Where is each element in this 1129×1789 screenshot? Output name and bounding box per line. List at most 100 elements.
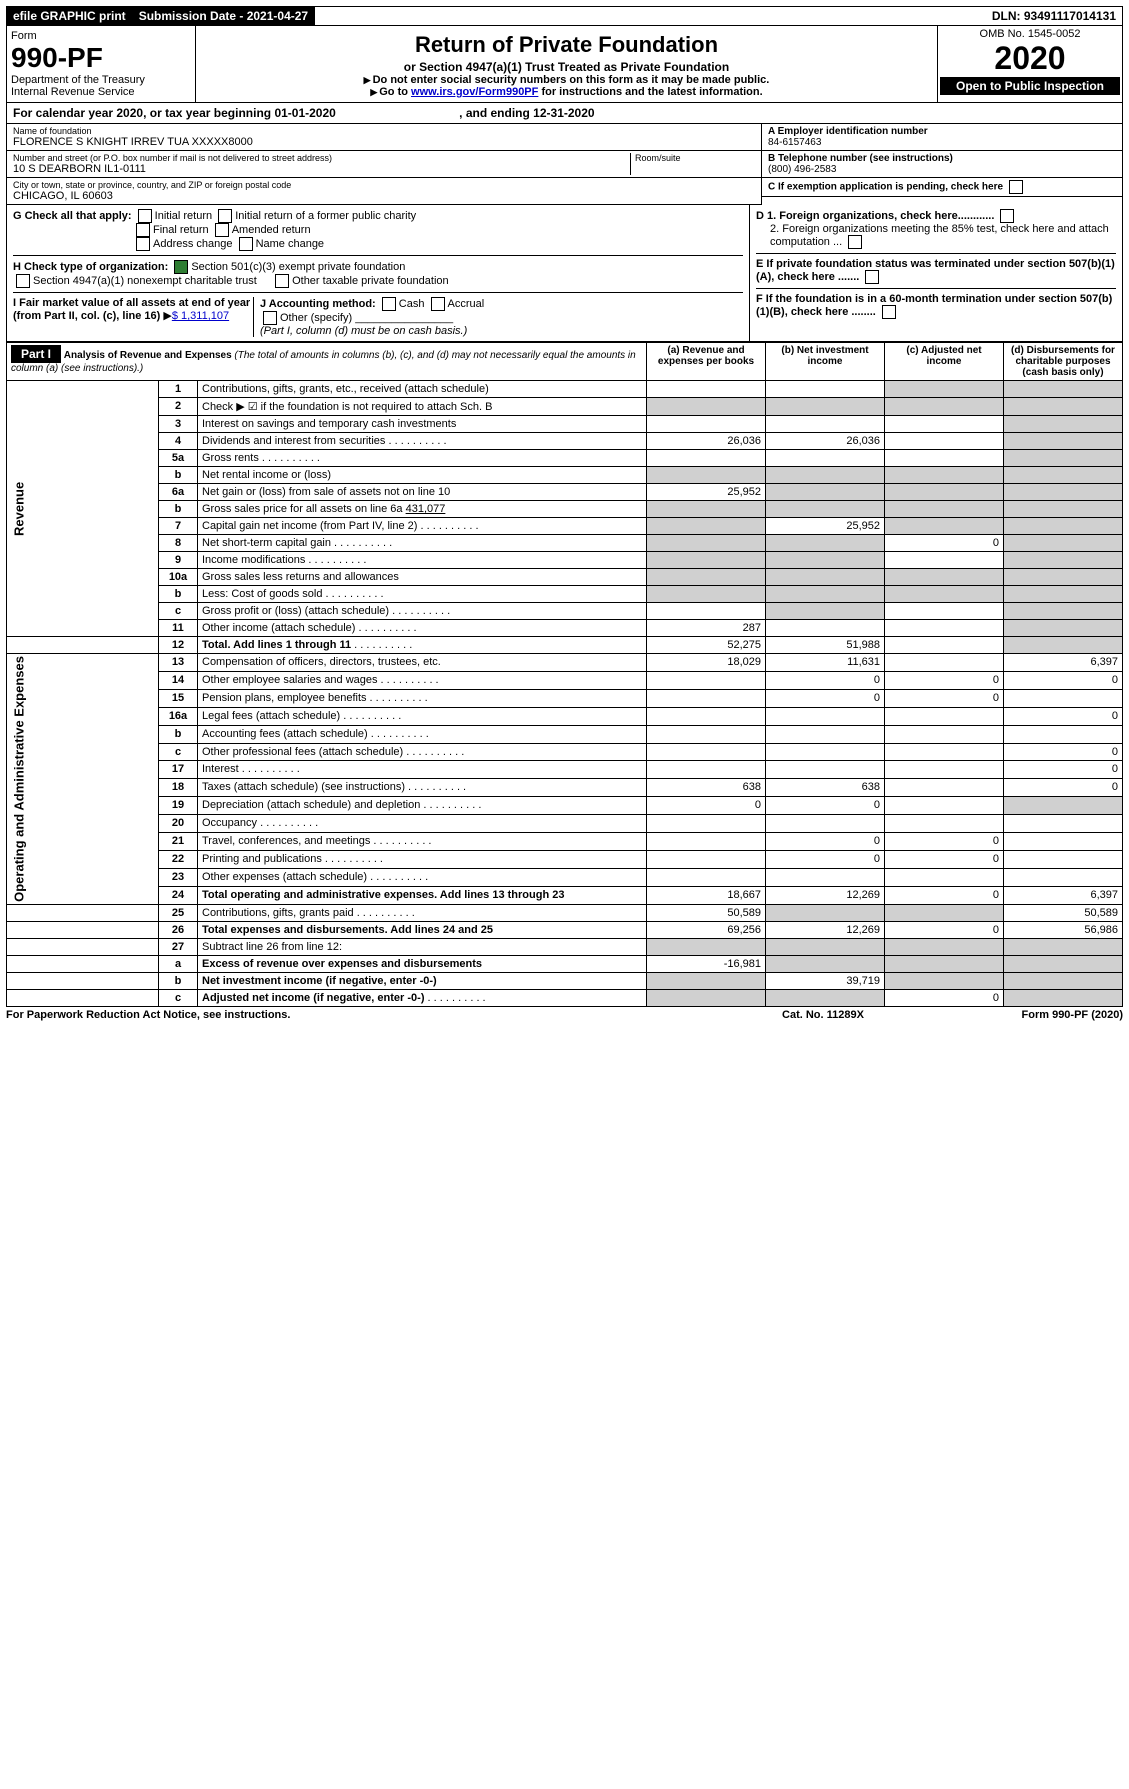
chk-4947[interactable] <box>16 274 30 288</box>
irs: Internal Revenue Service <box>11 86 191 98</box>
row-15: 15Pension plans, employee benefits00 <box>7 689 1123 707</box>
d2: 2. Foreign organizations meeting the 85%… <box>756 223 1116 249</box>
chk-final[interactable] <box>136 223 150 237</box>
row-23: 23Other expenses (attach schedule) <box>7 868 1123 886</box>
title: Return of Private Foundation <box>200 32 933 58</box>
chk-other-acct[interactable] <box>263 311 277 325</box>
col-c: (c) Adjusted net income <box>885 343 1004 381</box>
dln: DLN: 93491117014131 <box>986 7 1122 25</box>
chk-name[interactable] <box>239 237 253 251</box>
col-b: (b) Net investment income <box>766 343 885 381</box>
chk-amended[interactable] <box>215 223 229 237</box>
info-grid: Name of foundation FLORENCE S KNIGHT IRR… <box>6 124 1123 205</box>
row-24: 24Total operating and administrative exp… <box>7 886 1123 904</box>
calendar-year: For calendar year 2020, or tax year begi… <box>6 103 1123 124</box>
d1: D 1. Foreign organizations, check here..… <box>756 209 1116 223</box>
row-1: Revenue 1Contributions, gifts, grants, e… <box>7 381 1123 398</box>
header-right: OMB No. 1545-0052 2020 Open to Public In… <box>937 26 1122 102</box>
row-6b: bGross sales price for all assets on lin… <box>7 501 1123 518</box>
c-cell: C If exemption application is pending, c… <box>762 178 1122 197</box>
open-public: Open to Public Inspection <box>940 77 1120 95</box>
side-revenue: Revenue <box>7 381 159 637</box>
chk-initial-former[interactable] <box>218 209 232 223</box>
row-10a: 10aGross sales less returns and allowanc… <box>7 569 1123 586</box>
row-13: Operating and Administrative Expenses 13… <box>7 654 1123 672</box>
chk-accrual[interactable] <box>431 297 445 311</box>
city-cell: City or town, state or province, country… <box>7 178 761 205</box>
address-cell: Number and street (or P.O. box number if… <box>7 151 761 178</box>
chk-initial[interactable] <box>138 209 152 223</box>
submission-date: Submission Date - 2021-04-27 <box>133 7 315 25</box>
header: Form 990-PF Department of the Treasury I… <box>6 26 1123 103</box>
row-19: 19Depreciation (attach schedule) and dep… <box>7 797 1123 815</box>
chk-e[interactable] <box>865 270 879 284</box>
row-8: 8Net short-term capital gain0 <box>7 535 1123 552</box>
row-17: 17Interest0 <box>7 761 1123 779</box>
i-j-row: I Fair market value of all assets at end… <box>13 292 743 337</box>
h-row: H Check type of organization: Section 50… <box>13 255 743 288</box>
note2-pre: Go to <box>370 86 411 98</box>
c-checkbox[interactable] <box>1009 180 1023 194</box>
efile-btn[interactable]: efile GRAPHIC print <box>7 7 133 25</box>
col-d: (d) Disbursements for charitable purpose… <box>1004 343 1123 381</box>
footer-right: Form 990-PF (2020) <box>923 1009 1123 1021</box>
row-12: 12Total. Add lines 1 through 1152,27551,… <box>7 637 1123 654</box>
row-4: 4Dividends and interest from securities2… <box>7 433 1123 450</box>
row-16a: 16aLegal fees (attach schedule)0 <box>7 707 1123 725</box>
g-row: G Check all that apply: Initial return I… <box>13 209 743 251</box>
form-label: Form <box>11 30 191 42</box>
footer: For Paperwork Reduction Act Notice, see … <box>6 1007 1123 1021</box>
row-21: 21Travel, conferences, and meetings00 <box>7 833 1123 851</box>
top-bar: efile GRAPHIC print Submission Date - 20… <box>6 6 1123 26</box>
chk-d1[interactable] <box>1000 209 1014 223</box>
row-14: 14Other employee salaries and wages000 <box>7 671 1123 689</box>
fmv-link[interactable]: $ 1,311,107 <box>172 310 229 322</box>
part1-table: Part I Analysis of Revenue and Expenses … <box>6 342 1123 1007</box>
row-27: 27Subtract line 26 from line 12: <box>7 938 1123 955</box>
row-11: 11Other income (attach schedule)287 <box>7 620 1123 637</box>
section-g-h: G Check all that apply: Initial return I… <box>6 205 1123 342</box>
note-2: Go to www.irs.gov/Form990PF for instruct… <box>200 86 933 98</box>
chk-other-tax[interactable] <box>275 274 289 288</box>
row-27c: cAdjusted net income (if negative, enter… <box>7 989 1123 1006</box>
irs-link[interactable]: www.irs.gov/Form990PF <box>411 86 538 98</box>
header-left: Form 990-PF Department of the Treasury I… <box>7 26 196 102</box>
chk-cash[interactable] <box>382 297 396 311</box>
row-5b: bNet rental income or (loss) <box>7 467 1123 484</box>
row-3: 3Interest on savings and temporary cash … <box>7 416 1123 433</box>
chk-f[interactable] <box>882 305 896 319</box>
row-10c: cGross profit or (loss) (attach schedule… <box>7 603 1123 620</box>
subtitle: or Section 4947(a)(1) Trust Treated as P… <box>200 60 933 74</box>
row-22: 22Printing and publications00 <box>7 850 1123 868</box>
row-16b: bAccounting fees (attach schedule) <box>7 725 1123 743</box>
row-25: 25Contributions, gifts, grants paid50,58… <box>7 904 1123 921</box>
chk-d2[interactable] <box>848 235 862 249</box>
row-2: 2Check ▶ ☑ if the foundation is not requ… <box>7 398 1123 416</box>
row-10b: bLess: Cost of goods sold <box>7 586 1123 603</box>
part1-hdr: Part I <box>11 345 61 363</box>
row-27a: aExcess of revenue over expenses and dis… <box>7 955 1123 972</box>
form-number: 990-PF <box>11 42 191 74</box>
ein-cell: A Employer identification number 84-6157… <box>762 124 1122 151</box>
row-26: 26Total expenses and disbursements. Add … <box>7 921 1123 938</box>
footer-left: For Paperwork Reduction Act Notice, see … <box>6 1009 723 1021</box>
row-9: 9Income modifications <box>7 552 1123 569</box>
footer-mid: Cat. No. 11289X <box>723 1009 923 1021</box>
omb: OMB No. 1545-0052 <box>940 28 1120 40</box>
col-a: (a) Revenue and expenses per books <box>647 343 766 381</box>
tax-year: 2020 <box>940 40 1120 77</box>
e: E If private foundation status was termi… <box>756 253 1116 284</box>
row-27b: bNet investment income (if negative, ent… <box>7 972 1123 989</box>
side-expenses: Operating and Administrative Expenses <box>7 654 159 905</box>
chk-501c3[interactable] <box>174 260 188 274</box>
dept: Department of the Treasury <box>11 74 191 86</box>
row-16c: cOther professional fees (attach schedul… <box>7 743 1123 761</box>
chk-address[interactable] <box>136 237 150 251</box>
row-20: 20Occupancy <box>7 815 1123 833</box>
phone-cell: B Telephone number (see instructions) (8… <box>762 151 1122 178</box>
header-center: Return of Private Foundation or Section … <box>196 26 937 102</box>
row-7: 7Capital gain net income (from Part IV, … <box>7 518 1123 535</box>
row-5a: 5aGross rents <box>7 450 1123 467</box>
foundation-name-cell: Name of foundation FLORENCE S KNIGHT IRR… <box>7 124 761 151</box>
note-1: Do not enter social security numbers on … <box>200 74 933 86</box>
